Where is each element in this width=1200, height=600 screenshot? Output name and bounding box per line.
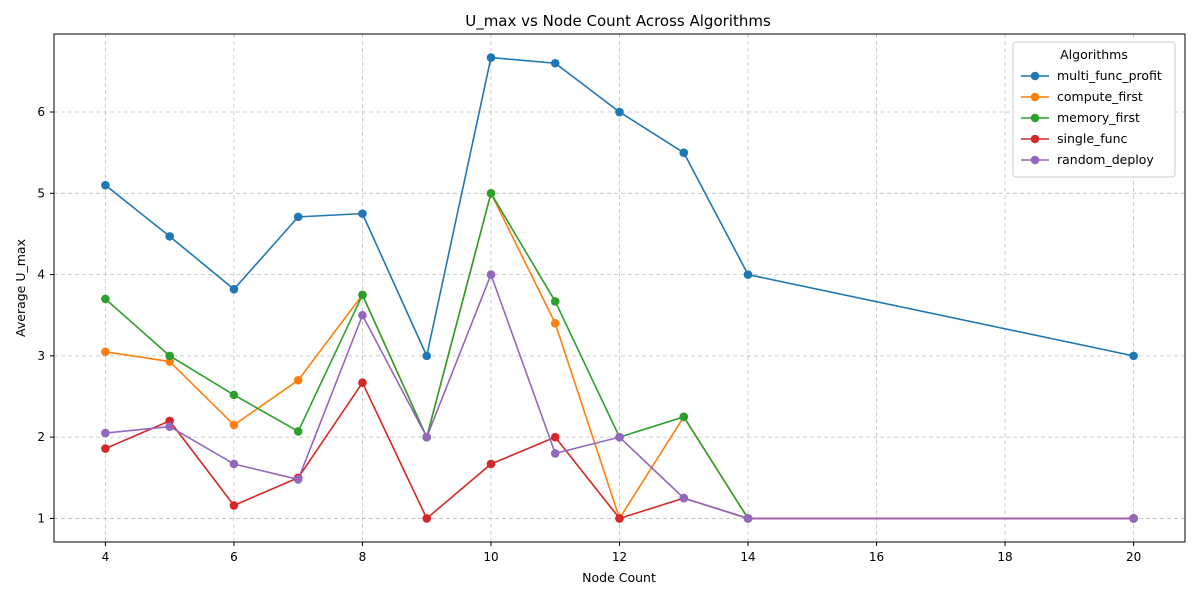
legend-marker xyxy=(1030,92,1040,102)
series-line xyxy=(104,192,1134,520)
legend-entry: multi_func_profit xyxy=(1021,68,1162,83)
series-layer xyxy=(101,53,1138,523)
data-point xyxy=(486,459,496,469)
series-line xyxy=(105,273,1134,520)
data-point xyxy=(679,148,689,157)
data-point xyxy=(358,310,367,320)
data-point xyxy=(486,189,496,198)
data-point xyxy=(229,420,239,430)
legend-marker xyxy=(1030,71,1040,81)
chart-title: U_max vs Node Count Across Algorithms xyxy=(465,12,771,31)
legend-label: single_func xyxy=(1057,131,1128,146)
x-tick-label: 14 xyxy=(740,550,755,564)
series-line xyxy=(104,56,1134,357)
data-point xyxy=(615,107,624,117)
data-point xyxy=(165,422,174,431)
data-point xyxy=(486,53,496,62)
data-point xyxy=(101,180,110,190)
data-point xyxy=(550,319,560,328)
data-point xyxy=(550,432,560,442)
series-multi_func_profit xyxy=(101,53,1138,361)
data-point xyxy=(743,514,753,523)
data-point xyxy=(229,284,239,294)
data-point xyxy=(358,378,367,387)
x-tick-label: 18 xyxy=(997,550,1012,564)
x-tick-label: 4 xyxy=(102,550,110,564)
legend-entry: random_deploy xyxy=(1021,152,1154,167)
data-point xyxy=(101,347,110,357)
y-tick-label: 5 xyxy=(37,186,45,200)
legend-entry: memory_first xyxy=(1021,110,1140,125)
legend-marker xyxy=(1030,113,1040,123)
data-point xyxy=(165,232,174,241)
data-point xyxy=(293,475,303,484)
x-tick-label: 8 xyxy=(359,550,367,564)
legend-label: random_deploy xyxy=(1057,152,1154,167)
y-tick-label: 3 xyxy=(37,349,45,363)
data-point xyxy=(229,390,239,400)
data-point xyxy=(422,351,432,361)
data-point xyxy=(550,58,560,68)
x-tick-label: 20 xyxy=(1126,550,1141,564)
y-tick-label: 2 xyxy=(37,430,45,444)
data-point xyxy=(358,209,367,218)
data-point xyxy=(165,351,174,361)
legend-title: Algorithms xyxy=(1060,47,1128,62)
data-point xyxy=(615,514,624,523)
x-tick-label: 10 xyxy=(483,550,498,564)
data-point xyxy=(550,297,560,306)
data-point xyxy=(101,428,110,438)
data-point xyxy=(615,432,624,442)
legend-marker xyxy=(1030,134,1040,144)
data-point xyxy=(229,459,239,469)
data-point xyxy=(1129,351,1138,361)
series-random_deploy xyxy=(101,270,1138,523)
data-point xyxy=(101,294,110,304)
data-point xyxy=(293,427,303,436)
data-point xyxy=(229,501,239,510)
legend: Algorithms multi_func_profit compute_first… xyxy=(1012,41,1176,178)
data-point xyxy=(422,432,432,442)
data-point xyxy=(679,493,689,503)
x-tick-label: 12 xyxy=(612,550,627,564)
y-tick-label: 1 xyxy=(37,511,45,525)
data-point xyxy=(1129,514,1138,523)
data-point xyxy=(101,444,110,453)
data-point xyxy=(358,290,367,300)
legend-marker xyxy=(1030,155,1040,165)
legend-label: multi_func_profit xyxy=(1057,68,1162,83)
data-point xyxy=(550,449,560,458)
y-axis-label: Average U_max xyxy=(13,239,28,337)
data-point xyxy=(743,270,753,279)
legend-label: memory_first xyxy=(1057,110,1140,125)
data-point xyxy=(679,412,689,422)
y-tick-label: 4 xyxy=(37,268,45,282)
data-point xyxy=(293,212,303,222)
y-tick-label: 6 xyxy=(37,105,45,119)
legend-entry: compute_first xyxy=(1021,89,1143,104)
legend-entry: single_func xyxy=(1021,131,1128,146)
legend-box xyxy=(1012,41,1176,178)
data-point xyxy=(486,270,496,279)
data-point xyxy=(293,375,303,385)
data-point xyxy=(422,514,432,523)
x-tick-label: 16 xyxy=(869,550,884,564)
legend-label: compute_first xyxy=(1057,89,1143,104)
x-axis-label: Node Count xyxy=(582,570,656,585)
x-tick-label: 6 xyxy=(230,550,238,564)
grid xyxy=(54,34,1185,542)
